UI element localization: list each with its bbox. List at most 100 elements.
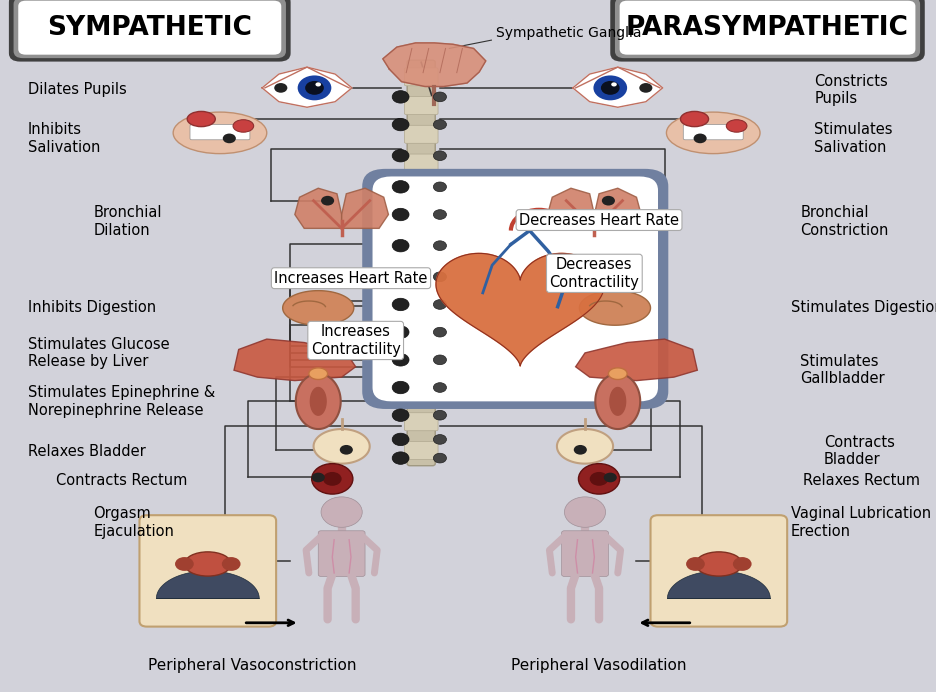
Text: Stimulates
Salivation: Stimulates Salivation [814, 122, 893, 154]
Ellipse shape [695, 552, 742, 576]
Polygon shape [383, 43, 486, 86]
Text: Stimulates Epinephrine &
Norepinephrine Release: Stimulates Epinephrine & Norepinephrine … [28, 385, 215, 417]
Circle shape [433, 410, 446, 420]
Ellipse shape [680, 111, 709, 127]
Circle shape [433, 120, 446, 129]
Text: Relaxes Bladder: Relaxes Bladder [28, 444, 146, 459]
FancyBboxPatch shape [651, 515, 787, 627]
Text: Vaginal Lubrication
Erection: Vaginal Lubrication Erection [791, 507, 931, 538]
Circle shape [175, 557, 194, 571]
Circle shape [298, 75, 331, 100]
Text: Peripheral Vasodilation: Peripheral Vasodilation [511, 658, 687, 673]
Circle shape [601, 81, 620, 95]
FancyBboxPatch shape [13, 0, 286, 58]
Text: Constricts
Pupils: Constricts Pupils [814, 74, 888, 106]
FancyBboxPatch shape [404, 97, 438, 115]
Ellipse shape [187, 111, 215, 127]
FancyBboxPatch shape [404, 384, 438, 402]
Text: Contracts Rectum: Contracts Rectum [56, 473, 187, 489]
Circle shape [392, 149, 409, 162]
Text: Decreases
Contractility: Decreases Contractility [549, 257, 639, 289]
Ellipse shape [173, 112, 267, 154]
Circle shape [686, 557, 705, 571]
Circle shape [321, 196, 334, 206]
Polygon shape [595, 374, 640, 429]
Circle shape [315, 82, 321, 86]
Circle shape [639, 83, 652, 93]
Circle shape [392, 208, 409, 221]
Circle shape [223, 134, 236, 143]
Circle shape [433, 241, 446, 251]
Circle shape [305, 81, 324, 95]
FancyBboxPatch shape [404, 441, 438, 459]
FancyBboxPatch shape [620, 1, 915, 55]
Circle shape [433, 327, 446, 337]
Polygon shape [667, 571, 770, 599]
Circle shape [433, 355, 446, 365]
FancyBboxPatch shape [18, 1, 282, 55]
FancyBboxPatch shape [373, 176, 658, 401]
Circle shape [433, 182, 446, 192]
FancyBboxPatch shape [404, 212, 438, 230]
FancyBboxPatch shape [404, 183, 438, 201]
FancyBboxPatch shape [139, 515, 276, 627]
Text: Orgasm
Ejaculation: Orgasm Ejaculation [94, 507, 174, 538]
Circle shape [433, 272, 446, 282]
Polygon shape [579, 291, 651, 325]
Circle shape [222, 557, 241, 571]
Circle shape [694, 134, 707, 143]
Polygon shape [311, 388, 326, 415]
FancyBboxPatch shape [362, 169, 668, 409]
Circle shape [590, 472, 608, 486]
FancyBboxPatch shape [404, 327, 438, 345]
Circle shape [433, 435, 446, 444]
Circle shape [312, 464, 353, 494]
Circle shape [574, 445, 587, 455]
Polygon shape [296, 374, 341, 429]
FancyBboxPatch shape [615, 0, 920, 58]
Circle shape [433, 383, 446, 392]
FancyBboxPatch shape [404, 269, 438, 287]
FancyBboxPatch shape [404, 154, 438, 172]
FancyBboxPatch shape [404, 240, 438, 258]
Text: Bronchial
Dilation: Bronchial Dilation [94, 206, 162, 237]
Circle shape [593, 75, 627, 100]
FancyBboxPatch shape [318, 531, 365, 576]
Text: Stimulates Digestion: Stimulates Digestion [791, 300, 936, 316]
Polygon shape [262, 67, 352, 107]
Circle shape [392, 381, 409, 394]
Circle shape [733, 557, 752, 571]
Polygon shape [314, 429, 370, 464]
Text: Bronchial
Constriction: Bronchial Constriction [800, 206, 888, 237]
Circle shape [611, 82, 617, 86]
Polygon shape [309, 368, 328, 379]
Polygon shape [295, 188, 342, 228]
Circle shape [578, 464, 620, 494]
Text: Relaxes Rectum: Relaxes Rectum [803, 473, 920, 489]
Polygon shape [342, 188, 388, 228]
Polygon shape [436, 253, 605, 366]
Circle shape [392, 181, 409, 193]
Text: Increases Heart Rate: Increases Heart Rate [274, 271, 428, 286]
Circle shape [274, 83, 287, 93]
FancyBboxPatch shape [404, 68, 438, 86]
Circle shape [312, 473, 325, 482]
FancyBboxPatch shape [404, 125, 438, 143]
Circle shape [392, 452, 409, 464]
Text: Peripheral Vasoconstriction: Peripheral Vasoconstriction [149, 658, 357, 673]
Circle shape [602, 196, 615, 206]
Circle shape [604, 473, 617, 482]
Circle shape [392, 354, 409, 366]
FancyBboxPatch shape [683, 125, 743, 140]
FancyBboxPatch shape [407, 60, 435, 466]
Circle shape [433, 151, 446, 161]
Text: Stimulates Glucose
Release by Liver: Stimulates Glucose Release by Liver [28, 337, 169, 369]
Ellipse shape [233, 120, 254, 132]
Circle shape [392, 118, 409, 131]
Polygon shape [573, 67, 663, 107]
Ellipse shape [184, 552, 231, 576]
Polygon shape [594, 188, 641, 228]
Circle shape [340, 445, 353, 455]
FancyBboxPatch shape [562, 531, 608, 576]
Text: Inhibits Digestion: Inhibits Digestion [28, 300, 156, 316]
